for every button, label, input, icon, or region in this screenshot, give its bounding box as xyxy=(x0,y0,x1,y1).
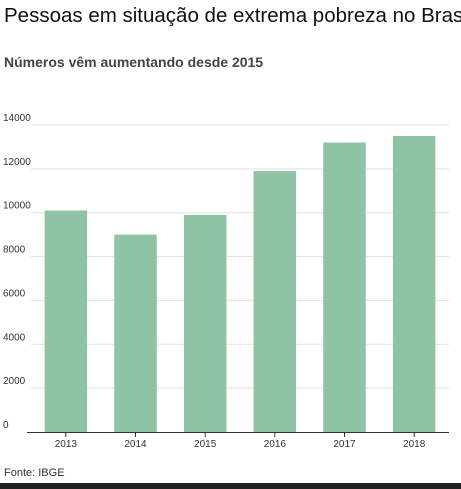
bar-2013 xyxy=(44,210,88,432)
bar-chart: 0 2000 4000 6000 8000 10000 12000 14000 2013 2014… xyxy=(3,113,449,450)
x-tick-label: 2015 xyxy=(194,439,217,450)
bar-2018 xyxy=(392,135,436,432)
x-tick-label: 2018 xyxy=(403,439,426,450)
x-tick-label: 2013 xyxy=(55,439,78,450)
y-tick-label: 6000 xyxy=(3,288,26,299)
bar-2017 xyxy=(323,142,366,433)
source-note: Fonte: IBGE xyxy=(4,467,65,479)
y-tick-label: 8000 xyxy=(3,245,26,256)
bars xyxy=(44,135,436,433)
axes: 0 2000 4000 6000 8000 10000 12000 14000 2013 2014… xyxy=(3,113,449,450)
gridlines xyxy=(31,124,449,389)
bar-2015 xyxy=(183,214,227,432)
bottom-rule xyxy=(0,483,461,489)
y-tick-label: 14000 xyxy=(3,113,31,124)
x-tick-label: 2017 xyxy=(333,439,356,450)
bar-2014 xyxy=(114,234,157,432)
chart-subtitle: Números vêm aumentando desde 2015 xyxy=(4,54,264,70)
x-tick-label: 2016 xyxy=(264,439,287,450)
y-tick-label: 12000 xyxy=(3,157,31,168)
y-tick-label: 2000 xyxy=(3,376,26,387)
y-tick-label: 10000 xyxy=(3,201,31,212)
bar-2016 xyxy=(253,171,297,433)
chart-title: Pessoas em situação de extrema pobreza n… xyxy=(4,4,461,27)
x-tick-label: 2014 xyxy=(124,439,147,450)
y-tick-label: 4000 xyxy=(3,332,26,343)
y-tick-label: 0 xyxy=(3,420,9,431)
